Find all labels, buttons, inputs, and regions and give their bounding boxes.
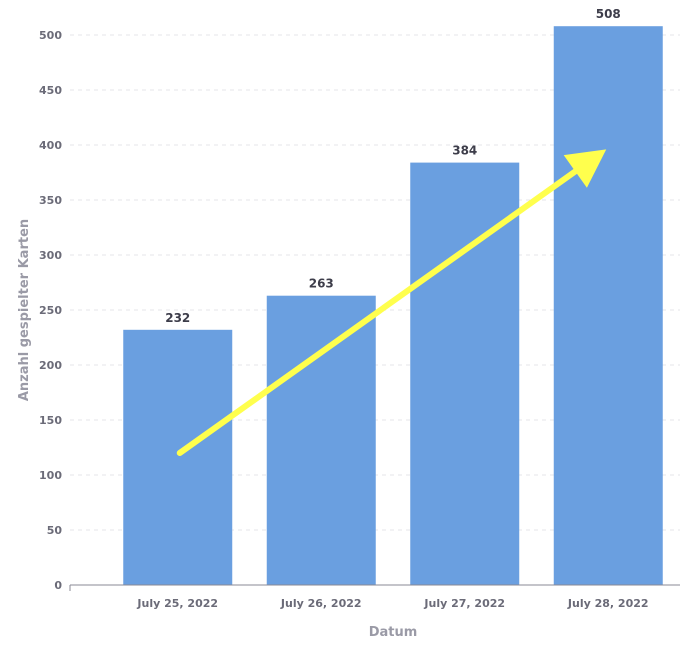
y-tick-label: 50 (47, 524, 63, 537)
y-tick-label: 150 (39, 414, 62, 427)
bar-value-label: 263 (309, 277, 334, 291)
trend-arrow-head (563, 149, 607, 188)
x-tick-label: July 28, 2022 (567, 597, 649, 610)
x-tick-label: July 27, 2022 (423, 597, 505, 610)
bar (266, 295, 376, 585)
y-axis-ticks: 0 50 100 150 200 250 300 350 400 450 500 (39, 29, 62, 592)
bar (123, 329, 233, 585)
x-axis-title: Datum (369, 625, 418, 640)
bar-value-label: 232 (165, 311, 190, 325)
y-tick-label: 0 (54, 579, 62, 592)
x-tick-label: July 26, 2022 (280, 597, 362, 610)
bar-value-label: 384 (452, 144, 477, 158)
data-labels-layer: 232 263 384 508 (165, 7, 621, 325)
y-tick-label: 100 (39, 469, 62, 482)
y-tick-label: 400 (39, 139, 62, 152)
bar (410, 162, 520, 585)
trend-arrow (176, 149, 607, 456)
bars-layer (123, 26, 663, 585)
y-tick-label: 450 (39, 84, 62, 97)
y-tick-label: 300 (39, 249, 62, 262)
bar-value-label: 508 (596, 7, 621, 21)
y-tick-label: 500 (39, 29, 62, 42)
x-tick-label: July 25, 2022 (136, 597, 218, 610)
x-axis-ticks: July 25, 2022 July 26, 2022 July 27, 2022 J… (136, 597, 648, 610)
y-axis-title: Anzahl gespielter Karten (17, 219, 32, 401)
y-tick-label: 350 (39, 194, 62, 207)
y-tick-label: 250 (39, 304, 62, 317)
bar (553, 26, 663, 585)
trend-arrow-shaft (176, 166, 582, 456)
y-tick-label: 200 (39, 359, 62, 372)
